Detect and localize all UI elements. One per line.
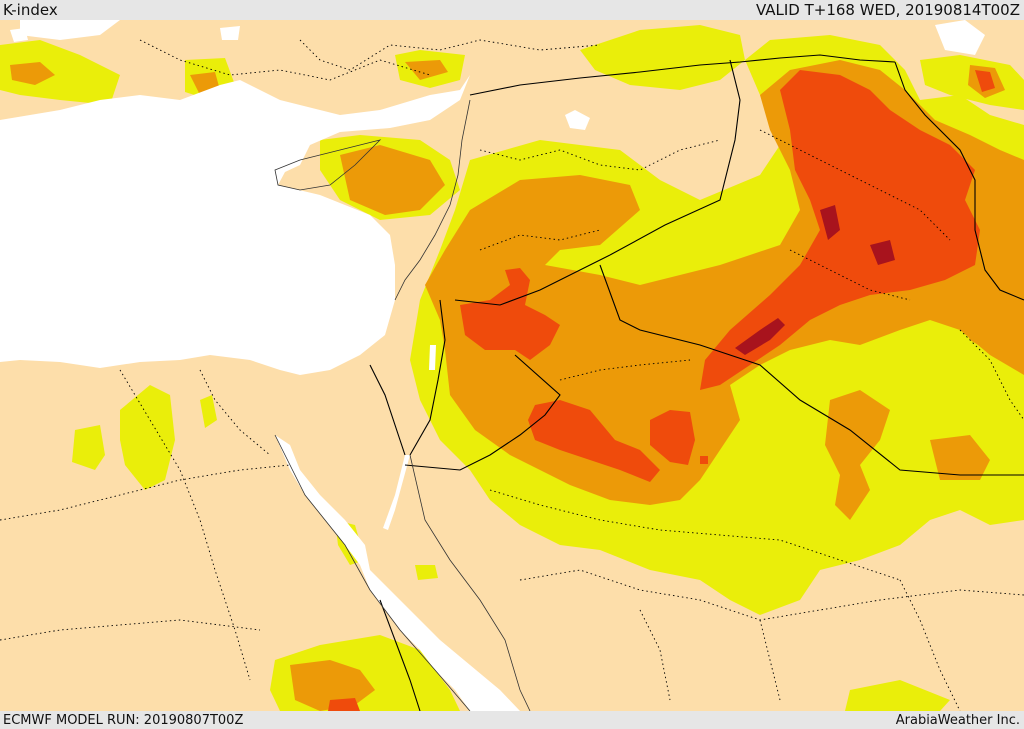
orange-balkans xyxy=(10,62,55,85)
dark-red-streak xyxy=(735,318,785,355)
valid-time: VALID T+168 WED, 20190814T00Z xyxy=(755,1,1020,19)
dotted-syria-2 xyxy=(479,229,601,251)
orange-iran-side xyxy=(960,300,1024,360)
border-syria-iraq xyxy=(609,59,741,256)
dead-sea xyxy=(429,345,436,370)
dotted-saudi-1 xyxy=(489,489,901,581)
dark-red-iraq-patches xyxy=(820,205,895,265)
yellow-arabia-south xyxy=(845,680,950,711)
coast-red-sea-west xyxy=(274,434,471,711)
red-sudan xyxy=(328,698,360,711)
yellow-egypt-blob-2 xyxy=(72,425,105,470)
header-bar: K-index VALID T+168 WED, 20190814T00Z xyxy=(0,0,1024,20)
border-iraq-jordan-saudi xyxy=(454,254,611,306)
k-index-band-dark-red xyxy=(735,205,895,355)
credit-label: ArabiaWeather Inc. xyxy=(895,712,1020,728)
coast-cyprus xyxy=(274,139,382,191)
yellow-balkans xyxy=(0,40,120,105)
coastlines xyxy=(274,99,531,711)
border-turkey-syria xyxy=(469,54,896,96)
yellow-small-blob xyxy=(200,395,217,428)
dotted-iran-1 xyxy=(959,329,1024,421)
border-iraq-saudi xyxy=(599,264,1024,476)
border-sudan-egypt xyxy=(379,599,421,711)
national-borders xyxy=(369,54,1024,711)
black-sea-edge xyxy=(20,20,120,40)
border-egypt-israel xyxy=(369,364,406,456)
dotted-syria xyxy=(479,139,721,171)
yellow-red-sea-spot xyxy=(415,565,438,580)
dotted-iraq-1 xyxy=(759,129,951,241)
dotted-saudi-4 xyxy=(759,619,781,701)
orange-iraq-south-east xyxy=(825,390,890,520)
border-jordan-israel xyxy=(409,299,446,456)
dotted-turkey-1 xyxy=(139,39,431,81)
lake-van-shape xyxy=(565,110,590,130)
caspian-edge xyxy=(935,20,985,55)
provincial-borders xyxy=(0,39,1024,711)
map-title: K-index xyxy=(3,1,58,19)
coast-red-sea-east xyxy=(409,454,531,711)
red-saudi-north xyxy=(528,400,660,482)
gulf-of-aqaba xyxy=(383,455,410,530)
red-saudi-east xyxy=(650,410,695,465)
red-turkey-e xyxy=(975,70,995,92)
dotted-egypt-1 xyxy=(0,464,291,521)
border-iraq-iran xyxy=(894,61,1024,301)
sea-areas xyxy=(0,20,985,711)
orange-turkey-n xyxy=(405,60,448,80)
yellow-egypt-blob-1 xyxy=(120,385,175,490)
orange-iraq-east-2 xyxy=(930,435,990,480)
model-run-label: ECMWF MODEL RUN: 20190807T00Z xyxy=(3,712,244,728)
mediterranean-sea xyxy=(0,75,470,375)
dotted-sudan xyxy=(0,619,261,641)
orange-cyprus-levant xyxy=(340,145,445,215)
coast-levant xyxy=(394,99,471,301)
dotted-saudi-3 xyxy=(639,609,671,701)
k-index-map[interactable] xyxy=(0,20,1024,711)
border-jordan-saudi xyxy=(404,354,561,471)
red-small-dot xyxy=(700,456,708,464)
footer-bar: ECMWF MODEL RUN: 20190807T00Z ArabiaWeat… xyxy=(0,711,1024,729)
red-jordan xyxy=(460,268,560,360)
